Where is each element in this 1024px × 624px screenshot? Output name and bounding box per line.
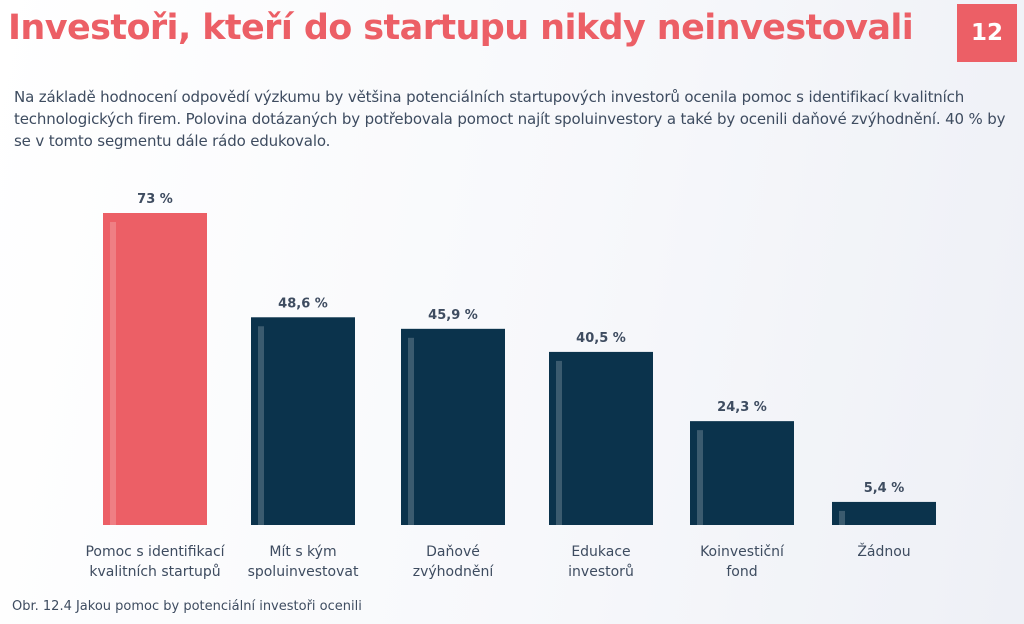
value-label-1: 73 % [137,192,173,207]
value-label-5: 24,3 % [717,400,767,415]
page-title: Investoři, kteří do startupu nikdy neinv… [8,8,914,48]
category-label-4: Edukace investorů [568,544,634,580]
page-number-badge: 12 [957,4,1017,62]
category-label-6: Žádnou [857,542,910,560]
bar-chart: 73 % Pomoc s identifikací kvalitních start… [85,192,936,580]
bar-highlight-1 [110,222,116,525]
value-label-3: 45,9 % [428,308,478,323]
category-label-5: Koinvestiční fond [700,544,785,580]
figure-caption: Obr. 12.4 Jakou pomoc by potenciální inv… [12,599,362,614]
bar-2 [251,317,355,525]
bar-highlight-2 [258,326,264,525]
bar-3 [401,328,505,525]
bar-5 [690,421,794,525]
value-label-6: 5,4 % [864,481,905,496]
bar-4 [549,351,653,525]
bar-highlight-5 [697,430,703,525]
bar-1 [103,213,207,525]
category-label-1: Pomoc s identifikací kvalitních startupů [85,544,225,580]
bar-highlight-3 [408,337,414,525]
bar-highlight-4 [556,360,562,525]
value-label-4: 40,5 % [576,331,626,346]
intro-paragraph: Na základě hodnocení odpovědí výzkumu by… [14,88,1006,150]
category-label-3: Daňové zvýhodnění [413,544,495,580]
category-label-2: Mít s kým spoluinvestovat [248,544,359,580]
bar-highlight-6 [839,510,845,525]
bar-6 [832,501,936,525]
value-label-2: 48,6 % [278,296,328,311]
